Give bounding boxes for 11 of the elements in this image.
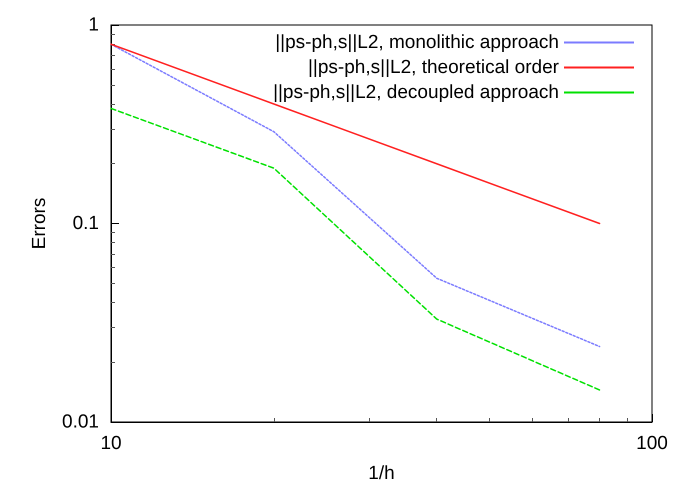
y-tick-label: 1 — [88, 14, 99, 36]
y-tick-label: 0.1 — [72, 213, 99, 234]
x-axis-title: 1/h — [368, 463, 395, 484]
legend-label: ||ps-ph,s||L2, monolithic approach — [275, 32, 559, 53]
x-tick-label: 100 — [636, 433, 668, 454]
legend-label: ||ps-ph,s||L2, decoupled approach — [273, 82, 559, 103]
line-series — [110, 108, 600, 391]
x-tick-label: 10 — [100, 433, 122, 454]
y-tick-label: 0.01 — [62, 412, 99, 432]
y-axis-title: Errors — [29, 198, 50, 250]
legend-label: ||ps-ph,s||L2, theoretical order — [308, 57, 560, 78]
